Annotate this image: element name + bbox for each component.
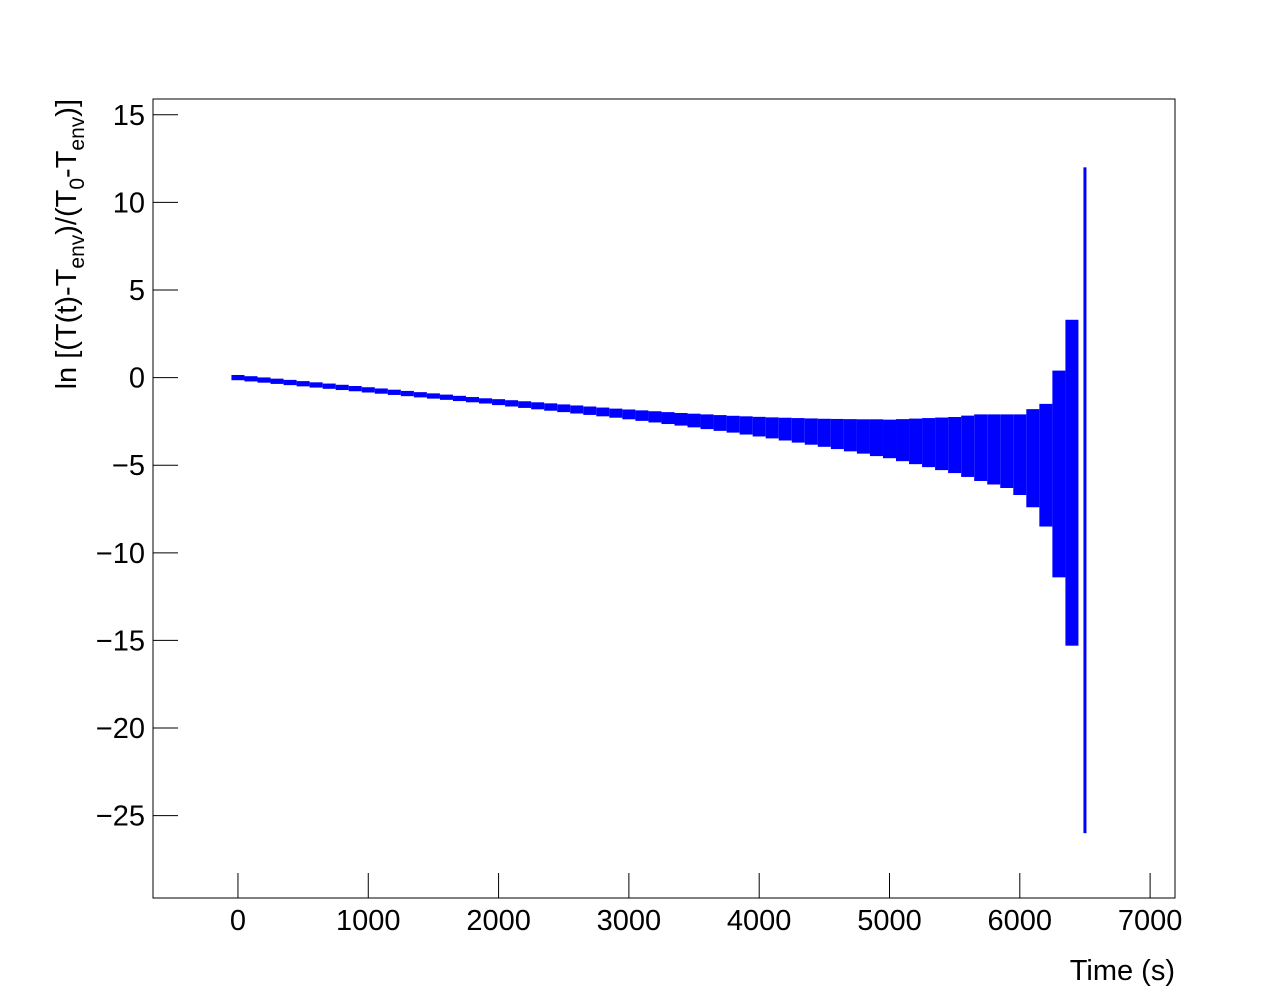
error-bar — [518, 401, 532, 408]
error-bar — [726, 415, 740, 433]
y-tick-label: −15 — [96, 625, 145, 657]
y-axis-label-part: 0 — [66, 178, 89, 190]
error-bar — [583, 406, 597, 415]
x-tick-label: 7000 — [1118, 905, 1183, 937]
error-bar — [413, 392, 427, 398]
error-bar — [739, 416, 753, 435]
error-bar — [896, 419, 910, 462]
error-bar — [856, 419, 870, 454]
error-bar — [843, 419, 857, 452]
error-bar — [778, 417, 792, 441]
error-bar — [492, 399, 506, 406]
error-bar — [387, 389, 401, 395]
y-tick-label: −20 — [96, 713, 145, 745]
error-bar — [974, 414, 988, 481]
y-tick-label: 10 — [113, 187, 145, 219]
error-bar — [505, 400, 519, 407]
error-bar — [426, 393, 440, 399]
error-bar — [948, 417, 962, 474]
y-tick-label: −5 — [112, 450, 145, 482]
y-axis-label-part: ln [(T(t)-T — [51, 268, 83, 389]
error-bar — [531, 402, 545, 410]
y-axis-label: ln [(T(t)-Tenv)/(T0-Tenv)] — [51, 99, 89, 389]
error-bar — [752, 416, 766, 437]
error-bar — [635, 410, 649, 421]
error-bar — [765, 417, 779, 439]
error-bar — [804, 418, 818, 445]
x-tick-label: 3000 — [597, 905, 662, 937]
error-bar — [609, 408, 623, 418]
y-axis-label-part: env — [66, 234, 89, 268]
error-bar — [791, 418, 805, 443]
error-bar — [922, 418, 936, 468]
error-bar — [322, 383, 336, 389]
error-bar — [1052, 370, 1066, 578]
error-bar — [909, 418, 923, 465]
error-bar — [283, 379, 297, 386]
y-tick-label: 5 — [129, 275, 145, 307]
y-tick-label: −10 — [96, 538, 145, 570]
error-bar — [479, 398, 493, 404]
error-bar — [700, 414, 714, 430]
y-axis-label-part: env — [66, 116, 89, 150]
error-bar — [270, 378, 284, 384]
error-bar — [296, 381, 310, 387]
x-tick-label: 0 — [230, 905, 246, 937]
y-axis-label-part: )] — [51, 99, 83, 117]
error-bar — [244, 376, 258, 382]
error-bar — [231, 374, 245, 381]
error-bar — [400, 390, 414, 397]
error-bar — [596, 407, 610, 417]
error-bar — [439, 394, 453, 400]
error-bar — [674, 412, 688, 426]
error-bar — [1000, 414, 1014, 488]
y-tick-label: 15 — [113, 100, 145, 132]
error-bar — [361, 387, 375, 393]
error-bar — [557, 404, 571, 413]
error-bar — [1065, 319, 1079, 646]
error-bar — [1026, 409, 1040, 508]
x-axis-label: Time (s) — [1070, 955, 1175, 987]
error-bar — [869, 419, 883, 457]
x-tick-label: 2000 — [466, 905, 531, 937]
error-bar — [987, 414, 1001, 485]
error-bar — [622, 409, 636, 420]
error-bar — [544, 403, 558, 411]
error-bar — [374, 388, 388, 394]
error-bar — [465, 397, 480, 403]
error-bar — [713, 415, 727, 431]
x-tick-label: 4000 — [727, 905, 792, 937]
y-axis-label-part: -T — [51, 150, 83, 178]
error-bar — [935, 417, 949, 471]
x-tick-label: 1000 — [336, 905, 401, 937]
error-bar — [687, 413, 701, 428]
error-bar — [882, 419, 897, 459]
error-bar — [570, 405, 584, 414]
error-bar — [961, 415, 975, 477]
error-bar — [335, 384, 349, 391]
error-bar — [830, 418, 844, 450]
y-axis-label-part: )/(T — [51, 189, 83, 234]
error-bar — [257, 377, 271, 383]
y-tick-label: 0 — [129, 363, 145, 395]
error-bar — [348, 386, 362, 392]
x-tick-label: 5000 — [857, 905, 922, 937]
error-bar — [661, 412, 675, 425]
error-bar — [452, 395, 466, 402]
error-bar — [1039, 403, 1053, 527]
y-tick-label: −25 — [96, 801, 145, 833]
error-bar — [817, 418, 831, 447]
x-tick-label: 6000 — [988, 905, 1053, 937]
error-bar — [648, 411, 662, 423]
plot-frame — [152, 98, 1176, 899]
error-bar — [309, 382, 323, 388]
error-bar — [1083, 167, 1087, 834]
error-bar — [1013, 414, 1027, 495]
